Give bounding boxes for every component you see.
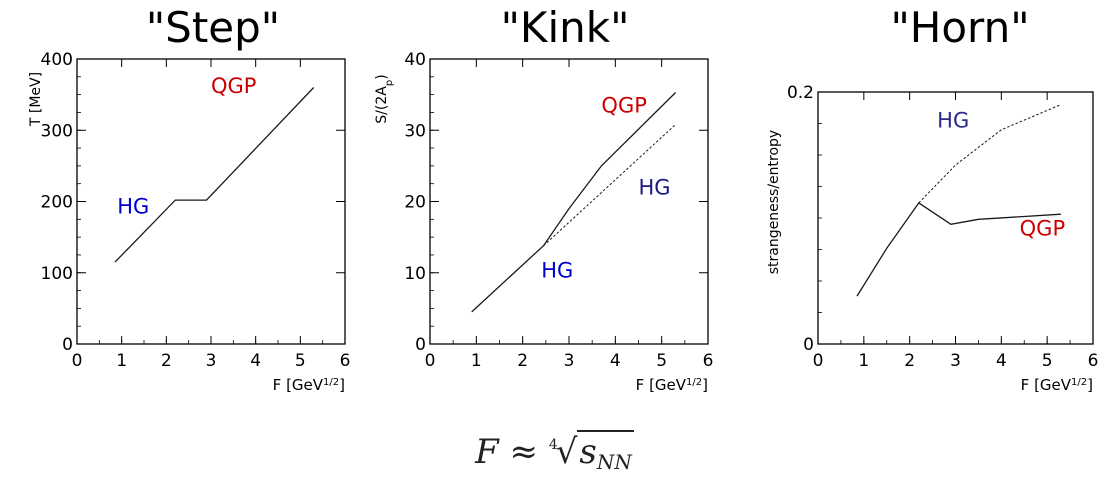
chart-title: "Kink" xyxy=(501,3,630,52)
x-tick-label: 1 xyxy=(471,351,482,371)
y-axis-label: strangeness/entropy xyxy=(766,130,782,274)
y-tick-label: 0 xyxy=(803,335,814,355)
chart-panel-3: "Horn" 0 1 2 3 4 5 6 0 0.2 F [GeV1/2] strangeness/e… xyxy=(766,3,1098,394)
y-tick-label: 0 xyxy=(62,335,73,355)
x-tick-label: 5 xyxy=(656,351,667,371)
x-tick-label: 3 xyxy=(206,351,217,371)
x-tick-label: 4 xyxy=(996,351,1007,371)
y-axis-label: T [MeV] xyxy=(28,72,44,127)
chart-panel-1: "Step" 0 1 2 3 4 5 6 0 100 200 300 400 F [GeV1/2] T [M… xyxy=(28,3,350,394)
x-axis-label: F [GeV1/2] xyxy=(1021,376,1093,394)
y-tick-label: 10 xyxy=(404,264,426,284)
series-line-solid xyxy=(856,202,1061,297)
x-tick-label: 1 xyxy=(858,351,869,371)
annotation-qgp: QGP xyxy=(1020,217,1065,241)
annotation-hg: HG xyxy=(937,108,969,132)
y-tick-label: 20 xyxy=(404,193,426,213)
x-axis-label: F [GeV1/2] xyxy=(636,376,708,394)
x-axis-label: F [GeV1/2] xyxy=(273,376,345,394)
formula: F ≈ 4√sNN xyxy=(0,430,1109,474)
y-tick-label: 100 xyxy=(41,264,73,284)
x-tick-label: 2 xyxy=(161,351,172,371)
annotation-hg: HG xyxy=(639,175,671,199)
x-tick-label: 0 xyxy=(813,351,824,371)
annotation-qgp: QGP xyxy=(601,93,646,117)
annotation-qgp: QGP xyxy=(211,74,256,98)
y-tick-label: 30 xyxy=(404,121,426,141)
y-tick-label: 300 xyxy=(41,121,73,141)
x-tick-label: 6 xyxy=(340,351,351,371)
x-tick-label: 3 xyxy=(950,351,961,371)
x-tick-label: 3 xyxy=(564,351,575,371)
annotation-hg: HG xyxy=(117,195,149,219)
x-tick-label: 0 xyxy=(72,351,83,371)
x-tick-label: 5 xyxy=(295,351,306,371)
formula-lhs: F xyxy=(475,432,499,472)
chart-title: "Step" xyxy=(146,3,280,52)
series-line-dashed xyxy=(543,124,676,247)
x-tick-label: 5 xyxy=(1042,351,1053,371)
x-tick-label: 6 xyxy=(703,351,714,371)
x-tick-label: 4 xyxy=(610,351,621,371)
x-tick-label: 2 xyxy=(904,351,915,371)
y-tick-label: 200 xyxy=(41,193,73,213)
x-tick-label: 1 xyxy=(116,351,127,371)
chart-title: "Horn" xyxy=(890,3,1029,52)
x-tick-label: 2 xyxy=(517,351,528,371)
formula-radicand-subscript: NN xyxy=(596,450,632,474)
annotation-hg: HG xyxy=(541,259,573,283)
formula-root-index: 4 xyxy=(548,437,558,453)
series-line-dashed xyxy=(918,104,1062,204)
y-tick-label: 0.2 xyxy=(787,83,814,103)
y-tick-label: 0 xyxy=(415,335,426,355)
x-tick-label: 4 xyxy=(250,351,261,371)
formula-radical-sign: √ xyxy=(555,432,578,472)
formula-radicand: sNN xyxy=(577,430,634,474)
y-tick-label: 400 xyxy=(41,50,73,70)
y-tick-label: 40 xyxy=(404,50,426,70)
formula-approx: ≈ xyxy=(509,432,539,472)
formula-radicand-base: s xyxy=(579,432,597,472)
x-tick-label: 0 xyxy=(425,351,436,371)
y-axis-label: S/(2Ap) xyxy=(374,74,395,123)
series-line-solid xyxy=(114,87,315,263)
chart-panel-2: "Kink" 0 1 2 3 4 5 6 0 10 20 30 40 F [GeV1/2] S/(2Ap) Q… xyxy=(374,3,713,394)
series-line-solid xyxy=(471,92,677,313)
x-tick-label: 6 xyxy=(1088,351,1099,371)
